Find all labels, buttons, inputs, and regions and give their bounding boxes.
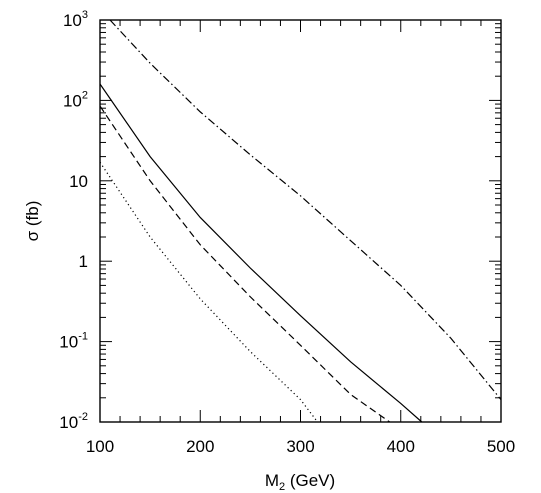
y-tick-label: 102 <box>63 89 88 110</box>
x-tick-label: 200 <box>186 437 214 456</box>
x-tick-label: 100 <box>86 437 114 456</box>
x-tick-label: 300 <box>286 437 314 456</box>
y-tick-label: 10-1 <box>59 331 88 352</box>
series-line-dotted <box>99 161 319 423</box>
x-axis-label-rest: (GeV) <box>285 471 335 490</box>
y-tick-label: 103 <box>63 9 88 30</box>
x-axis-label-sub: 2 <box>279 481 285 493</box>
plot-frame <box>99 19 502 423</box>
y-tick-label: 10-2 <box>59 411 88 432</box>
x-axis-label-base: M <box>265 471 279 490</box>
y-tick-label: 1 <box>79 252 88 271</box>
x-tick-label: 500 <box>487 437 515 456</box>
y-axis-label: σ (fb) <box>23 201 42 242</box>
series-line-dashed <box>99 105 391 423</box>
series-line-solid <box>99 83 423 423</box>
series-line-dash-dot <box>109 19 502 400</box>
series-lines <box>99 19 502 423</box>
y-tick-label: 10 <box>69 172 88 191</box>
tick-labels: 100 200 300 400 500 10-2 10-1 1 10 102 103 <box>59 9 515 456</box>
x-axis-label: M2 (GeV) <box>265 471 335 493</box>
axis-ticks <box>99 19 502 423</box>
x-tick-label: 400 <box>387 437 415 456</box>
